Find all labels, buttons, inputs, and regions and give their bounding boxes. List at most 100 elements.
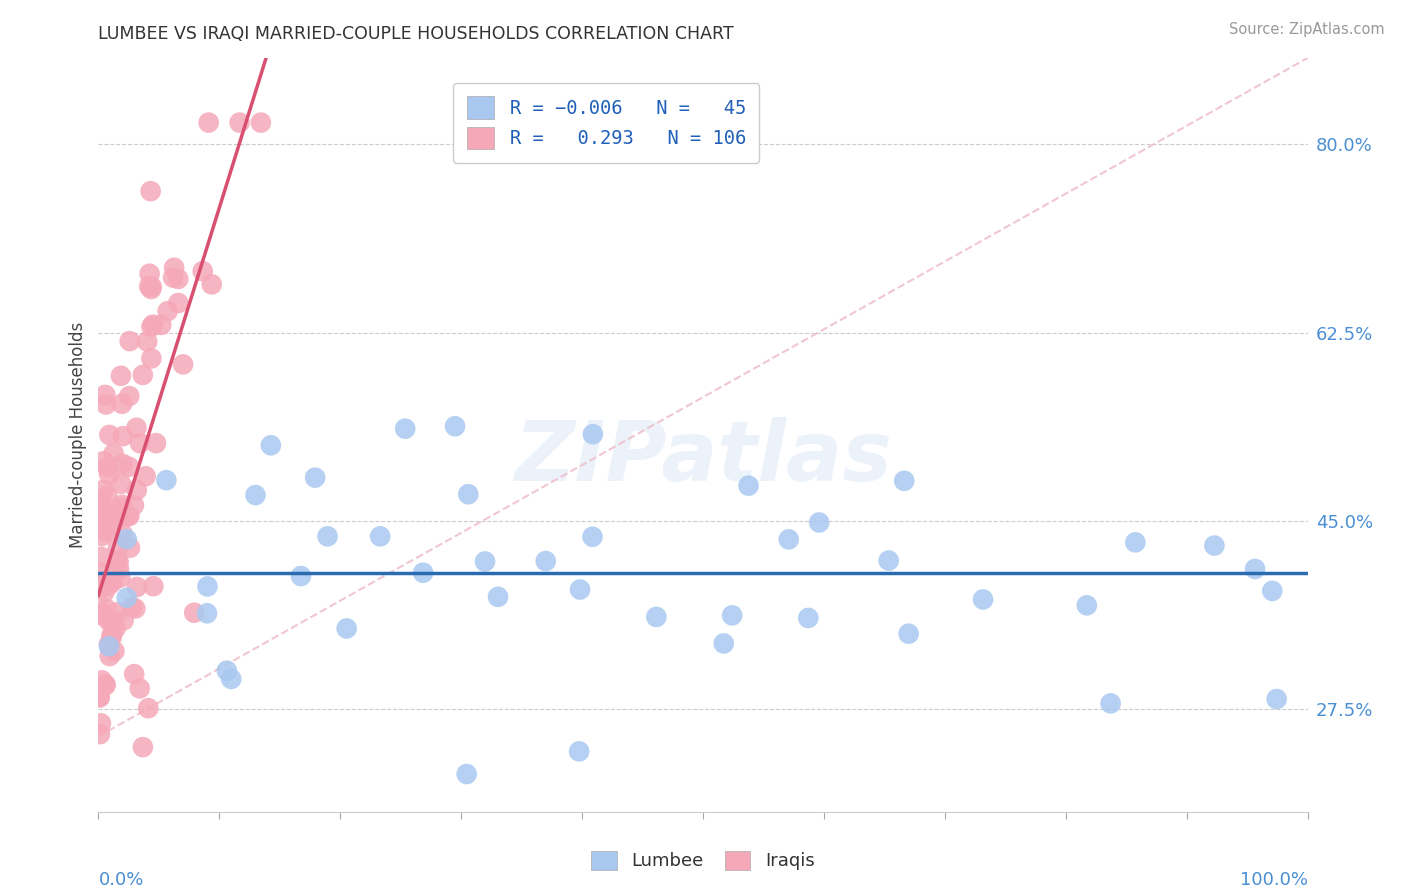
Point: [167, 296, 190, 310]
Point: [90, 549, 112, 564]
Point: [713, 636, 735, 650]
Point: [132, 368, 155, 382]
Point: [97, 640, 120, 654]
Point: [89, 508, 111, 523]
Point: [89, 500, 111, 514]
Point: [110, 570, 132, 584]
Text: ZIPatlas: ZIPatlas: [515, 417, 891, 498]
Point: [110, 368, 132, 383]
Point: [444, 419, 467, 434]
Point: [89, 727, 111, 741]
Point: [90, 494, 112, 508]
Point: [107, 555, 129, 569]
Point: [877, 553, 900, 567]
Point: [100, 630, 122, 644]
Point: [394, 422, 416, 436]
Point: [195, 607, 218, 621]
Point: [125, 483, 148, 497]
Point: [142, 318, 165, 332]
Point: [808, 516, 831, 530]
Point: [105, 554, 128, 568]
Point: [412, 566, 434, 580]
Point: [191, 264, 214, 278]
Point: [721, 608, 744, 623]
Point: [122, 667, 145, 681]
Point: [1265, 692, 1288, 706]
Point: [582, 427, 605, 442]
Point: [103, 644, 125, 658]
Point: [250, 115, 273, 129]
Point: [290, 569, 312, 583]
Point: [105, 605, 128, 619]
Point: [110, 476, 132, 491]
Point: [138, 279, 160, 293]
Point: [336, 622, 359, 636]
Point: [97, 508, 120, 522]
Point: [897, 626, 920, 640]
Point: [568, 744, 591, 758]
Point: [94, 518, 117, 533]
Point: [474, 554, 496, 568]
Point: [141, 279, 163, 293]
Point: [90, 673, 112, 688]
Point: [457, 487, 479, 501]
Point: [98, 649, 121, 664]
Point: [90, 605, 112, 619]
Point: [136, 334, 159, 349]
Point: [201, 277, 224, 292]
Point: [98, 614, 121, 628]
Point: [486, 590, 509, 604]
Point: [145, 436, 167, 450]
Point: [94, 677, 117, 691]
Point: [219, 672, 242, 686]
Point: [101, 615, 124, 630]
Point: [172, 357, 194, 371]
Point: [89, 690, 111, 705]
Point: [90, 529, 112, 543]
Point: [129, 436, 152, 450]
Point: [155, 473, 177, 487]
Point: [141, 282, 163, 296]
Point: [89, 607, 111, 622]
Point: [534, 554, 557, 568]
Point: [972, 592, 994, 607]
Point: [245, 488, 267, 502]
Point: [136, 701, 159, 715]
Point: [316, 529, 339, 543]
Point: [90, 716, 112, 731]
Point: [115, 509, 138, 524]
Point: [118, 459, 141, 474]
Text: 0.0%: 0.0%: [98, 871, 143, 889]
Point: [93, 454, 115, 468]
Point: [893, 474, 915, 488]
Point: [115, 532, 138, 546]
Point: [163, 260, 186, 275]
Point: [118, 334, 141, 348]
Point: [197, 115, 219, 129]
Point: [89, 690, 111, 704]
Point: [103, 512, 125, 526]
Point: [98, 428, 121, 442]
Point: [115, 591, 138, 605]
Point: [132, 740, 155, 755]
Point: [118, 541, 141, 555]
Point: [94, 397, 117, 411]
Point: [101, 574, 124, 589]
Point: [368, 529, 391, 543]
Point: [150, 318, 173, 332]
Point: [93, 585, 115, 599]
Point: [128, 681, 150, 696]
Point: [304, 470, 326, 484]
Legend: R = −0.006   N =   45, R =   0.293   N = 106: R = −0.006 N = 45, R = 0.293 N = 106: [453, 83, 759, 162]
Point: [183, 606, 205, 620]
Point: [104, 622, 127, 636]
Point: [90, 566, 112, 580]
Point: [125, 421, 148, 435]
Point: [139, 184, 162, 198]
Point: [100, 628, 122, 642]
Point: [112, 613, 135, 627]
Point: [103, 446, 125, 460]
Point: [111, 429, 134, 443]
Point: [89, 582, 111, 597]
Point: [118, 389, 141, 403]
